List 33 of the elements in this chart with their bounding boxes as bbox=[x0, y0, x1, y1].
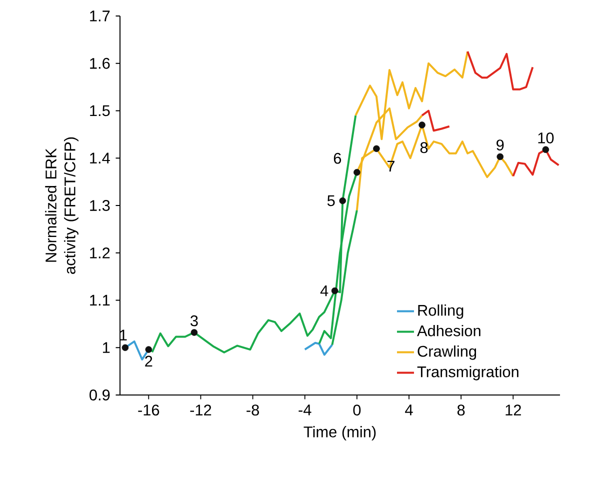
y-tick-label: 1.4 bbox=[90, 152, 110, 164]
annotation: 9 bbox=[496, 140, 504, 151]
y-tick-label: 1.6 bbox=[90, 58, 110, 69]
annotation: 1 bbox=[120, 330, 127, 340]
annotation: 5 bbox=[327, 195, 335, 206]
x-tick-label: -12 bbox=[190, 404, 212, 416]
legend-label: Crawling bbox=[418, 345, 476, 360]
x-tick-label: -8 bbox=[246, 404, 259, 416]
y-tick-label: 1.1 bbox=[90, 294, 110, 306]
x-tick-label: 0 bbox=[353, 404, 361, 416]
x-tick-label: 8 bbox=[457, 404, 465, 416]
y-tick-label: 0.9 bbox=[90, 390, 110, 400]
annotation: 7 bbox=[387, 160, 394, 172]
x-tick-label: 4 bbox=[405, 404, 413, 416]
y-tick-label: 1.7 bbox=[90, 10, 110, 22]
legend-label: Adhesion bbox=[417, 324, 480, 336]
annotation: 3 bbox=[190, 315, 198, 326]
y-tick-label: 1.5 bbox=[90, 105, 110, 116]
y-axis-title: Normalized ERK activity (FRET/CFP) bbox=[45, 137, 78, 274]
y-tick-label: 1.3 bbox=[90, 200, 110, 211]
legend-label: Transmigration bbox=[417, 366, 518, 380]
x-tick-label: -4 bbox=[298, 404, 312, 416]
annotation: 2 bbox=[145, 356, 152, 366]
x-axis-title: Time (min) bbox=[304, 426, 376, 440]
legend-label: Rolling bbox=[418, 304, 464, 319]
annotation: 4 bbox=[320, 285, 328, 296]
x-tick-label: 12 bbox=[506, 404, 521, 416]
y-tick-label: 1 bbox=[102, 342, 110, 353]
annotation: 6 bbox=[334, 152, 342, 164]
x-tick-label: -16 bbox=[138, 404, 160, 416]
y-tick-label: 1.2 bbox=[90, 247, 110, 258]
annotation: 10 bbox=[538, 132, 554, 144]
annotation: 8 bbox=[420, 142, 428, 154]
